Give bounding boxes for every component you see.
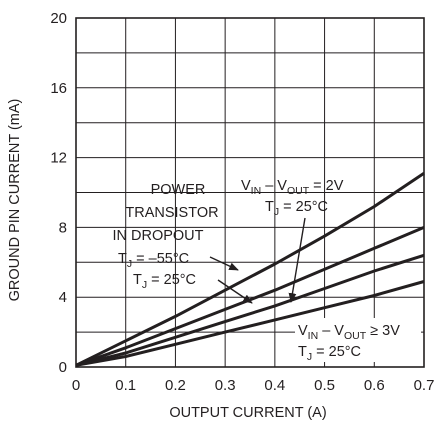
- x-tick-label: 0.6: [364, 377, 385, 394]
- x-tick-label: 0.3: [215, 377, 236, 394]
- arrow-tj-minus55: [209, 256, 239, 271]
- y-tick-label: 16: [50, 80, 67, 97]
- y-tick-label: 8: [59, 219, 67, 236]
- annotation-transistor: TRANSISTOR: [125, 205, 218, 221]
- x-tick-label: 0.4: [264, 377, 285, 394]
- plot-frame: [75, 17, 425, 368]
- series-line-4: [75, 280, 425, 367]
- annotation-vin-vout-3v: VIN – VOUT ≥ 3V: [298, 323, 400, 342]
- arrow-tj-25-left: [217, 279, 253, 304]
- series-line-1: [75, 172, 425, 367]
- y-tick-label: 12: [50, 150, 67, 167]
- x-tick-label: 0.5: [314, 377, 335, 394]
- annotation-vin-vout-2v: VIN – VOUT = 2V: [241, 178, 344, 197]
- annotation-tj-25-top: TJ = 25°C: [265, 199, 328, 218]
- y-tick-labels: 0 4 8 12 16 20: [50, 10, 67, 376]
- annotation-tj-minus55: TJ = –55°C: [118, 251, 189, 270]
- series-line-3: [75, 253, 425, 367]
- annotation-bottom-background: [295, 318, 421, 362]
- arrow-top-annotation: [288, 217, 306, 303]
- x-tick-label: 0.2: [165, 377, 186, 394]
- annotation-in-dropout: IN DROPOUT: [112, 228, 203, 244]
- x-tick-label: 0.7: [414, 377, 435, 394]
- annotation-power: POWER: [151, 182, 206, 198]
- grid-lines: [76, 18, 424, 367]
- y-tick-label: 4: [59, 289, 67, 306]
- annotation-tj-25-bottom: TJ = 25°C: [298, 344, 361, 363]
- y-axis-label: GROUND PIN CURRENT (mA): [7, 99, 23, 302]
- x-axis-label: OUTPUT CURRENT (A): [169, 405, 326, 421]
- x-tick-label: 0.1: [115, 377, 136, 394]
- x-tick-label: 0: [72, 377, 80, 394]
- annotation-tj-25-left: TJ = 25°C: [133, 272, 196, 291]
- annotation-bottom-box: VIN – VOUT ≥ 3V TJ = 25°C: [295, 318, 421, 363]
- x-tick-labels: 0 0.1 0.2 0.3 0.4 0.5 0.6 0.7: [72, 377, 435, 394]
- y-tick-label: 20: [50, 10, 67, 27]
- y-tick-label: 0: [59, 359, 67, 376]
